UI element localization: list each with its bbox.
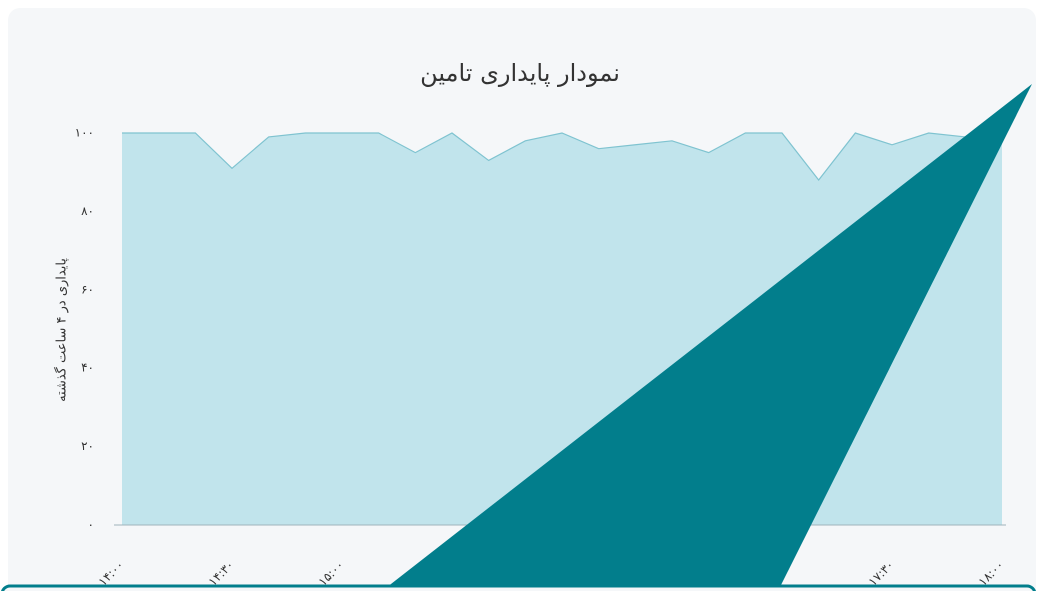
- line: [122, 132, 1002, 182]
- y-tick-label: ۱۰۰: [75, 126, 94, 140]
- bottom-panel: [0, 584, 1037, 591]
- y-tick-label: ۸۰: [81, 204, 94, 218]
- overlay: [0, 84, 1037, 591]
- y-tick-label: ۴۰: [81, 361, 94, 375]
- chart-title: نمودار پایداری تامین: [420, 59, 620, 87]
- y-tick-label: ۶۰: [81, 282, 94, 296]
- y-axis-label: پایداری در ۴ ساعت گذشته: [54, 258, 70, 402]
- pointer-shape: [382, 84, 1032, 591]
- y-tick-label: ۲۰: [81, 439, 94, 453]
- y-tick-label: ۰: [88, 518, 94, 532]
